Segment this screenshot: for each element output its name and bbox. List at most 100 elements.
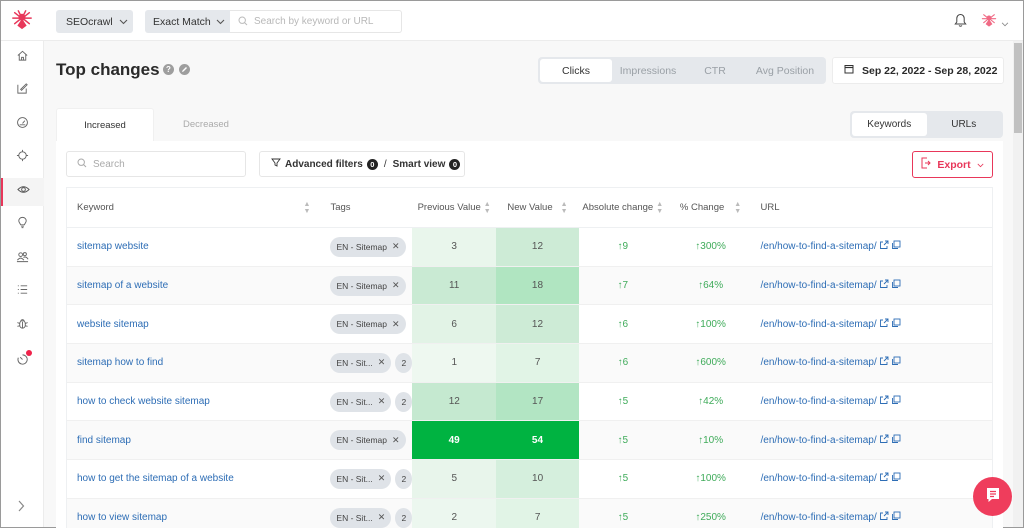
sort-icon[interactable]: ▲ ▼ [734,200,742,215]
external-link-icon[interactable] [879,279,889,292]
toggle-urls[interactable]: URLs [951,119,977,130]
tag-chip[interactable]: EN - Sit... ✕ [330,468,392,489]
keyword-url-search-input[interactable] [254,16,394,27]
external-link-icon[interactable] [879,511,889,524]
url-link[interactable]: /en/how-to-find-a-sitemap/ [761,511,901,524]
sort-icon[interactable]: ▲ ▼ [560,200,568,215]
column-tags: Tags [330,202,351,213]
copy-icon[interactable] [891,318,901,331]
external-link-icon[interactable] [879,318,889,331]
remove-tag-icon[interactable]: ✕ [392,318,400,329]
extra-tags-count[interactable]: 2 [395,391,413,412]
help-icon[interactable]: ? [163,64,174,75]
copy-icon[interactable] [891,434,901,447]
remove-tag-icon[interactable]: ✕ [392,241,400,252]
sidebar-item-tracking[interactable] [1,144,44,172]
url-link[interactable]: /en/how-to-find-a-sitemap/ [760,279,901,292]
sidebar-item-home[interactable] [1,44,44,72]
tab-avg-position[interactable]: Avg Position [755,64,815,77]
tag-chip[interactable]: EN - Sitemap ✕ [330,430,406,451]
sidebar-expand-chevron-icon[interactable] [17,499,27,512]
tab-decreased[interactable]: Decreased [183,119,229,130]
sort-icon[interactable]: ▲ ▼ [483,200,491,215]
tab-increased[interactable]: Increased [56,108,154,141]
sidebar-item-monitoring[interactable] [1,178,44,206]
sidebar-item-insights[interactable] [1,211,44,239]
copy-icon[interactable] [891,240,901,253]
tab-ctr[interactable]: CTR [704,64,726,77]
extra-tags-count[interactable]: 2 [395,352,413,373]
tab-impressions[interactable]: Impressions [619,64,677,77]
remove-tag-icon[interactable]: ✕ [392,280,400,291]
tab-clicks[interactable]: Clicks [540,59,612,82]
sidebar-item-competitors[interactable] [1,245,44,273]
url-link[interactable]: /en/how-to-find-a-sitemap/ [761,395,901,408]
spider-logo-icon[interactable] [11,9,33,31]
external-link-icon[interactable] [879,240,889,253]
copy-icon[interactable] [891,356,901,369]
column-previous-value[interactable]: Previous Value ▲ ▼ [417,200,491,215]
copy-icon[interactable] [891,472,901,485]
keyword-link[interactable]: sitemap of a website [77,280,169,292]
scrollbar-thumb[interactable] [1014,43,1022,133]
external-link-icon[interactable] [879,356,889,369]
tag-chip[interactable]: EN - Sit... ✕ [330,391,392,412]
sort-icon[interactable]: ▲ ▼ [303,200,311,215]
copy-icon[interactable] [891,511,901,524]
page-scrollbar[interactable] [1013,41,1023,527]
keyword-link[interactable]: how to view sitemap [77,512,168,524]
column-absolute-change[interactable]: Absolute change ▲ ▼ [582,200,664,215]
keyword-link[interactable]: how to get the sitemap of a website [77,473,234,485]
external-link-icon[interactable] [879,434,889,447]
keyword-link[interactable]: how to check website sitemap [77,396,210,408]
sort-icon[interactable]: ▲ ▼ [656,200,664,215]
keyword-link[interactable]: website sitemap [77,318,149,330]
tag-chip[interactable]: EN - Sitemap ✕ [330,314,406,335]
extra-tags-count[interactable]: 2 [395,468,413,489]
tag-chip[interactable]: EN - Sitemap ✕ [330,275,406,296]
sidebar-item-dashboard[interactable] [1,111,44,139]
tag-chip[interactable]: EN - Sit... ✕ [330,352,392,373]
table-search-input[interactable] [93,158,233,170]
advanced-filters-button[interactable]: Advanced filters 0 / Smart view 0 [259,151,465,177]
url-link[interactable]: /en/how-to-find-a-sitemap/ [761,356,901,369]
project-select[interactable]: SEOcrawl [56,10,133,33]
export-button[interactable]: Export [912,151,993,178]
column-new-value[interactable]: New Value ▲ ▼ [507,200,568,215]
sidebar-item-reports[interactable] [1,278,44,306]
sidebar-item-timer[interactable] [1,345,44,373]
copy-icon[interactable] [891,395,901,408]
toggle-keywords[interactable]: Keywords [852,113,927,136]
remove-tag-icon[interactable]: ✕ [377,396,386,407]
keyword-url-search[interactable] [230,10,402,33]
date-range-picker[interactable]: Sep 22, 2022 - Sep 28, 2022 [832,57,1004,84]
tag-chip[interactable]: EN - Sit... ✕ [330,507,392,528]
copy-icon[interactable] [891,279,901,292]
column-keyword[interactable]: Keyword ▲ ▼ [77,200,311,215]
remove-tag-icon[interactable]: ✕ [377,357,386,368]
external-link-icon[interactable] [879,472,889,485]
url-link[interactable]: /en/how-to-find-a-sitemap/ [760,240,901,253]
remove-tag-icon[interactable]: ✕ [377,512,386,523]
tag-chip[interactable]: EN - Sitemap ✕ [330,236,406,257]
remove-tag-icon[interactable]: ✕ [377,473,386,484]
external-link-icon[interactable] [879,395,889,408]
sidebar-item-editor[interactable] [1,77,44,105]
table-search[interactable] [66,151,246,177]
edit-pencil-icon[interactable] [179,64,190,75]
url-link[interactable]: /en/how-to-find-a-sitemap/ [760,434,901,447]
keyword-link[interactable]: sitemap website [77,241,149,253]
match-type-select[interactable]: Exact Match [145,10,230,33]
url-link[interactable]: /en/how-to-find-a-sitemap/ [761,472,901,485]
user-menu[interactable] [981,12,1009,33]
bell-icon[interactable] [954,13,968,29]
chat-support-button[interactable] [973,477,1012,516]
sidebar-item-crawler[interactable] [1,312,44,340]
extra-tags-count[interactable]: 2 [395,507,413,528]
remove-tag-icon[interactable]: ✕ [392,434,400,445]
url-link[interactable]: /en/how-to-find-a-sitemap/ [760,318,901,331]
keyword-link[interactable]: find sitemap [77,434,131,446]
column-percent-change[interactable]: % Change ▲ ▼ [679,200,742,215]
keyword-link[interactable]: sitemap how to find [77,357,164,369]
previous-value: 3 [412,228,497,266]
